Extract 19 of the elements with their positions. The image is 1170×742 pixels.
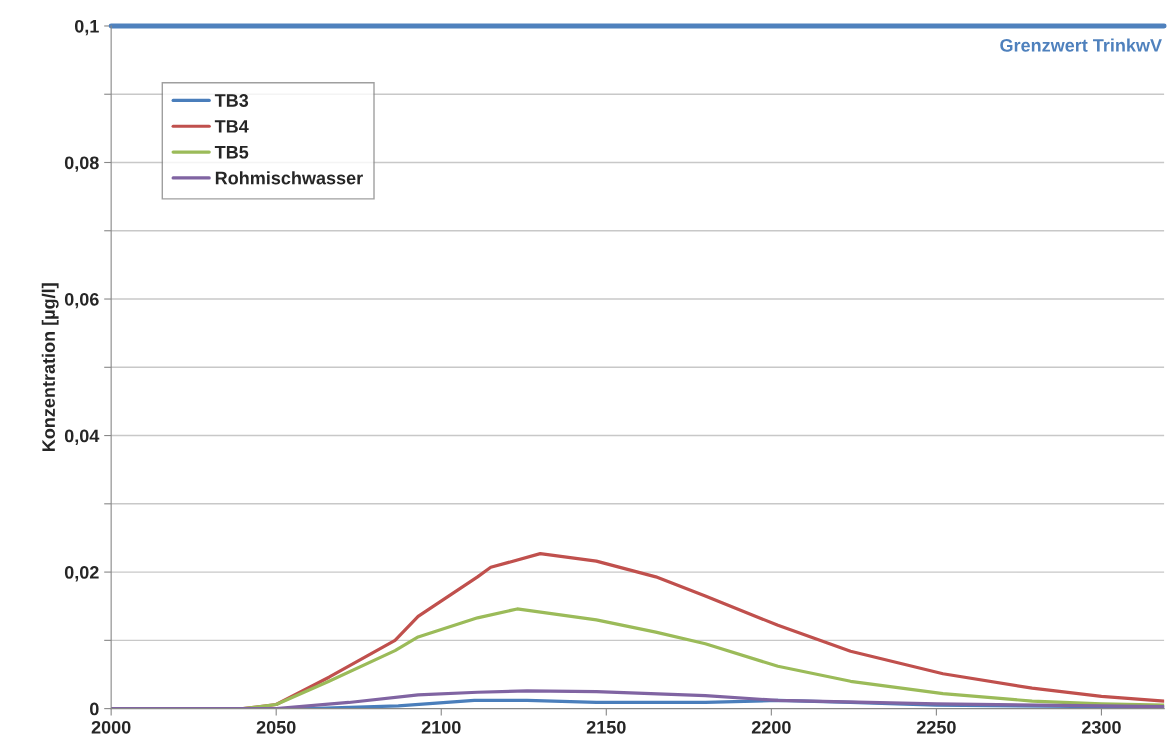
legend-label: Rohmischwasser xyxy=(215,171,363,185)
legend-label: TB5 xyxy=(214,146,249,159)
x-tick-label: 2250 xyxy=(916,720,956,734)
y-tick-label: 0,02 xyxy=(64,566,99,582)
x-tick-label: 2050 xyxy=(256,720,296,734)
ref-line-label: Grenzwert TrinkwV xyxy=(1000,38,1162,52)
y-axis-title: Konzentration [µg/l] xyxy=(41,283,59,452)
x-tick-label: 2300 xyxy=(1081,720,1121,734)
y-tick-label: 0,1 xyxy=(74,19,99,36)
y-tick-label: 0,06 xyxy=(64,292,99,309)
x-tick-label: 2150 xyxy=(586,720,626,734)
y-tick-label: 0,08 xyxy=(64,156,99,172)
legend-label: TB4 xyxy=(214,120,249,133)
y-tick-label: 0 xyxy=(90,702,99,716)
legend-label: TB3 xyxy=(214,94,249,107)
x-tick-label: 2000 xyxy=(91,720,131,734)
x-tick-label: 2200 xyxy=(751,720,791,734)
y-tick-label: 0,04 xyxy=(64,429,100,445)
x-tick-label: 2100 xyxy=(421,720,461,734)
